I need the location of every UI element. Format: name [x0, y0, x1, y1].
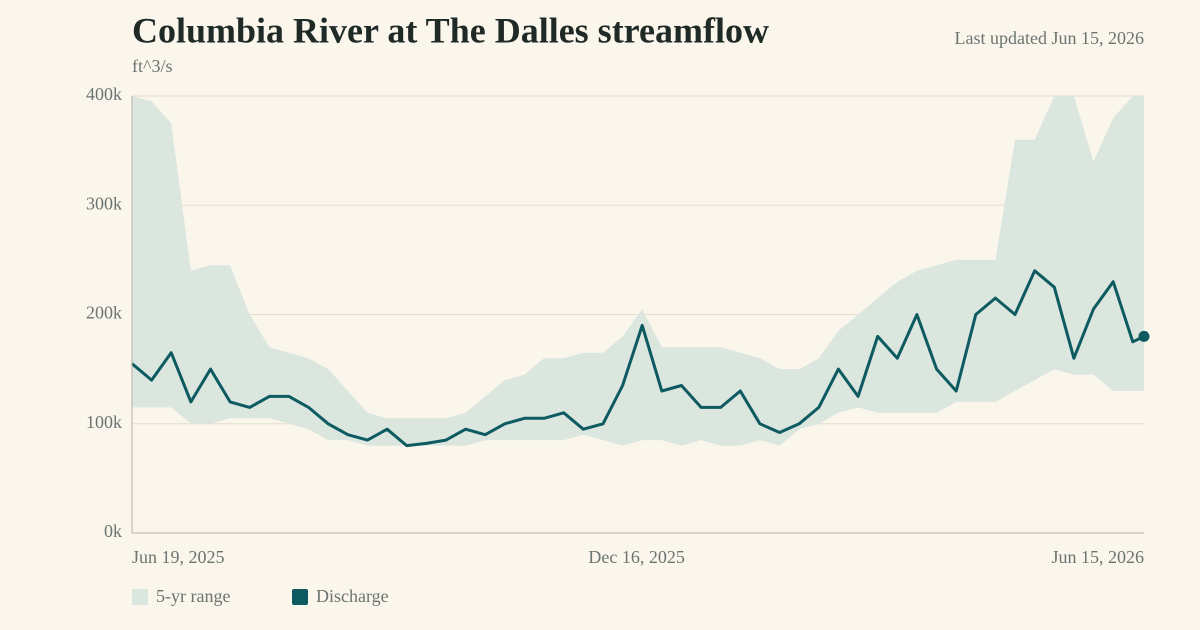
discharge-line: [131, 269, 1145, 448]
y-tick-label: 0k: [104, 521, 122, 541]
legend-swatch: [292, 589, 308, 605]
range-band: [132, 96, 1144, 446]
chart-title: Columbia River at The Dalles streamflow: [132, 10, 769, 50]
legend-label: 5-yr range: [156, 586, 230, 606]
y-tick-label: 200k: [86, 303, 122, 323]
y-tick-label: 300k: [86, 193, 122, 213]
latest-point: [1138, 330, 1150, 342]
x-tick-label: Jun 15, 2026: [1051, 547, 1144, 567]
y-tick-label: 100k: [86, 412, 122, 432]
legend-label: Discharge: [316, 586, 389, 606]
x-tick-label: Dec 16, 2025: [588, 547, 684, 567]
legend-swatch: [132, 589, 148, 605]
updated-note: Last updated Jun 15, 2026: [955, 28, 1144, 48]
y-axis-label: ft^3/s: [132, 56, 172, 76]
x-tick-label: Jun 19, 2025: [132, 547, 225, 567]
y-tick-label: 400k: [86, 84, 122, 104]
